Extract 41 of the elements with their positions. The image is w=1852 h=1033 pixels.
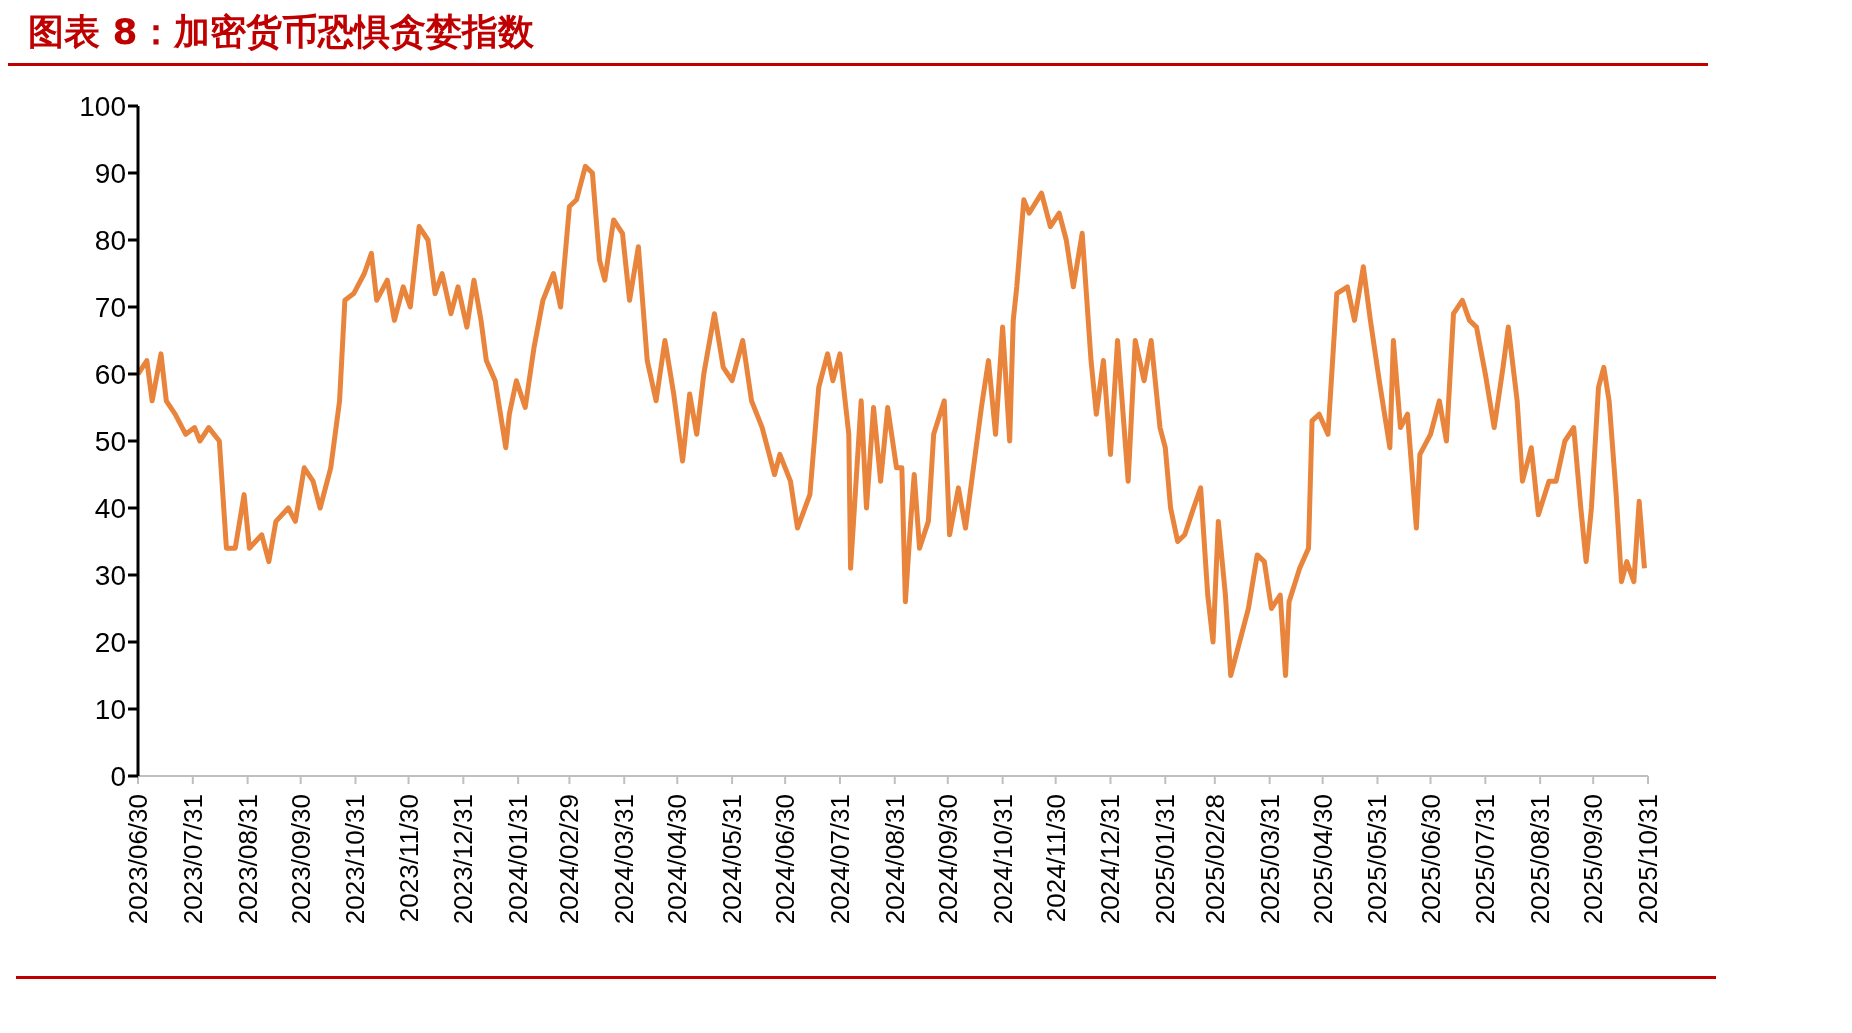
x-tick-label: 2025/03/31 [1254, 794, 1285, 925]
x-tick-label: 2024/01/31 [503, 794, 534, 925]
y-tick-label: 50 [94, 425, 126, 457]
x-tick-label: 2023/06/30 [123, 794, 153, 925]
x-tick-label: 2025/02/28 [1199, 794, 1230, 925]
x-tick-label: 2024/02/29 [554, 794, 585, 925]
x-tick-label: 2024/05/31 [717, 794, 748, 925]
x-tick-label: 2025/04/30 [1307, 794, 1338, 925]
y-tick-label: 100 [79, 90, 126, 122]
y-tick-label: 20 [94, 626, 126, 658]
x-tick-label: 2024/09/30 [932, 794, 963, 925]
x-tick-label: 2024/04/30 [662, 794, 693, 925]
x-tick-label: 2025/05/31 [1362, 794, 1393, 925]
x-tick-label: 2024/06/30 [770, 794, 801, 925]
y-tick-label: 30 [94, 559, 126, 591]
y-tick-label: 60 [94, 358, 126, 390]
x-tick-label: 2024/12/31 [1095, 794, 1126, 925]
x-tick-label: 2023/09/30 [285, 794, 316, 925]
x-tick-label: 2025/08/31 [1525, 794, 1556, 925]
x-tick-label: 2025/07/31 [1470, 794, 1501, 925]
y-tick-label: 40 [94, 492, 126, 524]
y-tick-label: 90 [94, 157, 126, 189]
chart-title: 图表 8：加密货币恐惧贪婪指数 [8, 8, 1708, 66]
y-tick-label: 0 [110, 760, 126, 792]
x-tick-label: 2023/07/31 [177, 794, 208, 925]
x-tick-label: 2023/12/31 [448, 794, 479, 925]
x-tick-label: 2024/11/30 [1040, 794, 1071, 923]
y-tick-label: 80 [94, 224, 126, 256]
x-tick-label: 2025/01/31 [1150, 794, 1181, 925]
y-tick-label: 10 [94, 693, 126, 725]
x-tick-label: 2024/08/31 [879, 794, 910, 925]
x-tick-label: 2025/06/30 [1415, 794, 1446, 925]
x-tick-label: 2024/10/31 [987, 794, 1018, 925]
x-tick-label: 2023/08/31 [232, 794, 263, 925]
x-tick-label: 2025/10/31 [1633, 794, 1663, 925]
x-tick-label: 2024/03/31 [609, 794, 640, 925]
x-tick-label: 2023/10/31 [340, 794, 371, 925]
y-tick-label: 70 [94, 291, 126, 323]
x-tick-label: 2025/09/30 [1578, 794, 1609, 925]
x-tick-label: 2024/07/31 [824, 794, 855, 925]
x-tick-label: 2023/11/30 [393, 794, 424, 923]
